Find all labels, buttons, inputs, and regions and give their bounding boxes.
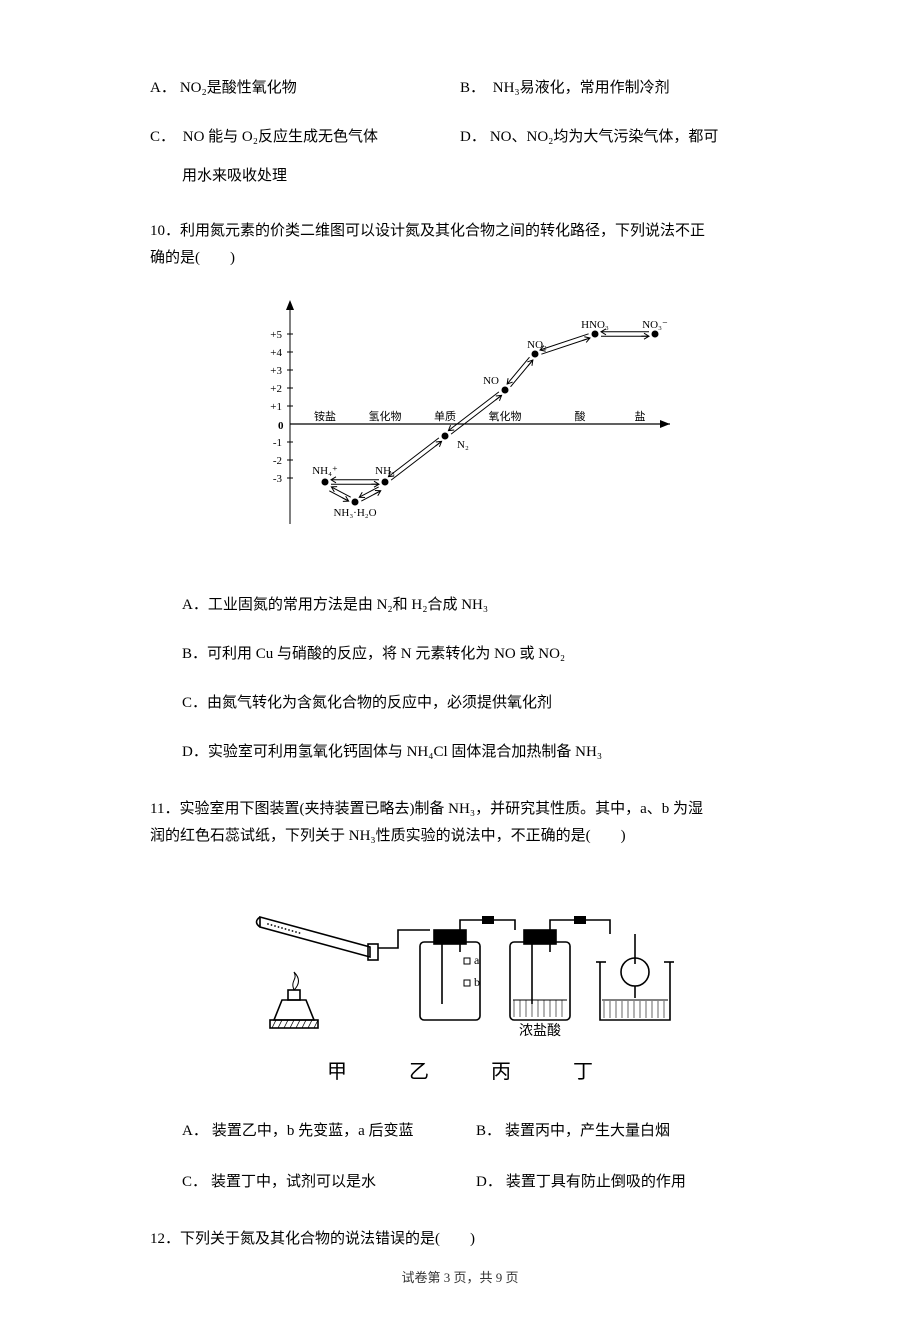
opt-label: A． bbox=[182, 1118, 208, 1145]
svg-text:a: a bbox=[474, 953, 480, 967]
apparatus-label-3: 丙 bbox=[491, 1054, 511, 1090]
q10-option-b: B．可利用 Cu 与硝酸的反应，将 N 元素转化为 NO 或 NO₂ bbox=[150, 641, 770, 668]
svg-text:NO₂: NO₂ bbox=[527, 339, 547, 351]
svg-text:NO: NO bbox=[483, 375, 499, 387]
opt-label: D． bbox=[476, 1169, 502, 1196]
svg-text:氧化物: 氧化物 bbox=[489, 409, 522, 423]
q11-option-d: D．装置丁具有防止倒吸的作用 bbox=[476, 1169, 770, 1196]
opt-text: 装置乙中，b 先变蓝，a 后变蓝 bbox=[212, 1123, 414, 1139]
q10-diagram: 0 +5 +4 +3 +2 +1 -1 -2 -3 铵盐 氢化物 单质 氧化物 酸 盐 NH₄⁺ NH₃ NH₃·… bbox=[150, 294, 770, 564]
q10-stem: 10．利用氮元素的价类二维图可以设计氮及其化合物之间的转化路径，下列说法不正 确… bbox=[150, 218, 770, 272]
opt-label: B． bbox=[476, 1118, 501, 1145]
svg-text:NO₃⁻: NO₃⁻ bbox=[642, 319, 668, 331]
q11-apparatus: ab 浓盐酸 甲 乙 丙 丁 bbox=[150, 872, 770, 1090]
svg-text:+3: +3 bbox=[270, 365, 282, 377]
q10-options: A．工业固氮的常用方法是由 N₂和 H₂合成 NH₃ B．可利用 Cu 与硝酸的… bbox=[150, 592, 770, 766]
svg-text:+4: +4 bbox=[270, 347, 282, 359]
q9-option-c: C． NO 能与 O₂反应生成无色气体 bbox=[150, 124, 460, 151]
page-footer: 试卷第 3 页，共 9 页 bbox=[150, 1266, 770, 1289]
svg-text:-2: -2 bbox=[273, 455, 282, 467]
opt-text: NO₂是酸性氧化物 bbox=[180, 80, 297, 96]
opt-text: 装置丁中，试剂可以是水 bbox=[211, 1174, 376, 1190]
svg-text:盐: 盐 bbox=[635, 410, 646, 423]
opt-label: C． bbox=[150, 124, 175, 151]
opt-text: NO、NO₂均为大气污染气体，都可 bbox=[490, 129, 719, 145]
svg-text:b: b bbox=[474, 975, 480, 989]
svg-text:单质: 单质 bbox=[434, 410, 456, 423]
q11-options: A．装置乙中，b 先变蓝，a 后变蓝 B．装置丙中，产生大量白烟 C．装置丁中，… bbox=[150, 1118, 770, 1196]
q12-stem: 12．下列关于氮及其化合物的说法错误的是( ) bbox=[150, 1226, 770, 1253]
q9-options: A．NO₂是酸性氧化物 B． NH₃易液化，常用作制冷剂 C． NO 能与 O₂… bbox=[150, 75, 770, 190]
svg-text:-3: -3 bbox=[273, 473, 283, 485]
svg-text:NH₃: NH₃ bbox=[375, 465, 395, 477]
q10-stem-line2: 确的是( ) bbox=[150, 245, 770, 272]
q11-stem-line2: 润的红色石蕊试纸，下列关于 NH₃性质实验的说法中，不正确的是( ) bbox=[150, 823, 770, 850]
apparatus-label-1: 甲 bbox=[327, 1054, 347, 1090]
q10-option-c: C．由氮气转化为含氮化合物的反应中，必须提供氧化剂 bbox=[150, 690, 770, 717]
svg-text:+2: +2 bbox=[270, 383, 282, 395]
q9-option-d-cont: 用水来吸收处理 bbox=[150, 163, 770, 190]
opt-text: 装置丙中，产生大量白烟 bbox=[505, 1123, 670, 1139]
svg-text:N₂: N₂ bbox=[457, 439, 469, 451]
opt-label: B． bbox=[460, 75, 485, 102]
apparatus-label-2: 乙 bbox=[409, 1054, 429, 1090]
svg-text:NH₃·H₂O: NH₃·H₂O bbox=[333, 507, 376, 519]
q11-stem: 11．实验室用下图装置(夹持装置已略去)制备 NH₃，并研究其性质。其中，a、b… bbox=[150, 796, 770, 850]
q10-option-a: A．工业固氮的常用方法是由 N₂和 H₂合成 NH₃ bbox=[150, 592, 770, 619]
opt-label: C． bbox=[182, 1169, 207, 1196]
apparatus-label-4: 丁 bbox=[573, 1054, 593, 1090]
q11-stem-line1: 11．实验室用下图装置(夹持装置已略去)制备 NH₃，并研究其性质。其中，a、b… bbox=[150, 796, 770, 823]
svg-text:0: 0 bbox=[278, 420, 284, 432]
svg-text:+1: +1 bbox=[270, 401, 282, 413]
opt-label: A． bbox=[150, 75, 176, 102]
opt-text: NH₃易液化，常用作制冷剂 bbox=[489, 80, 670, 96]
opt-text: NO 能与 O₂反应生成无色气体 bbox=[179, 129, 378, 145]
q9-option-a: A．NO₂是酸性氧化物 bbox=[150, 75, 460, 102]
opt-label: D． bbox=[460, 124, 486, 151]
svg-text:+5: +5 bbox=[270, 329, 282, 341]
q10-option-d: D．实验室可利用氢氧化钙固体与 NH₄Cl 固体混合加热制备 NH₃ bbox=[150, 739, 770, 766]
svg-text:铵盐: 铵盐 bbox=[314, 409, 336, 423]
svg-text:氢化物: 氢化物 bbox=[369, 409, 402, 423]
q10-stem-line1: 10．利用氮元素的价类二维图可以设计氮及其化合物之间的转化路径，下列说法不正 bbox=[150, 218, 770, 245]
svg-text:-1: -1 bbox=[273, 437, 282, 449]
svg-text:酸: 酸 bbox=[575, 409, 586, 423]
q11-option-a: A．装置乙中，b 先变蓝，a 后变蓝 bbox=[182, 1118, 476, 1145]
q9-option-d: D．NO、NO₂均为大气污染气体，都可 bbox=[460, 124, 770, 151]
svg-text:浓盐酸: 浓盐酸 bbox=[519, 1023, 561, 1039]
svg-text:NH₄⁺: NH₄⁺ bbox=[312, 465, 338, 477]
q11-option-b: B．装置丙中，产生大量白烟 bbox=[476, 1118, 770, 1145]
q9-option-b: B． NH₃易液化，常用作制冷剂 bbox=[460, 75, 770, 102]
q11-option-c: C．装置丁中，试剂可以是水 bbox=[182, 1169, 476, 1196]
opt-text: 装置丁具有防止倒吸的作用 bbox=[506, 1174, 686, 1190]
